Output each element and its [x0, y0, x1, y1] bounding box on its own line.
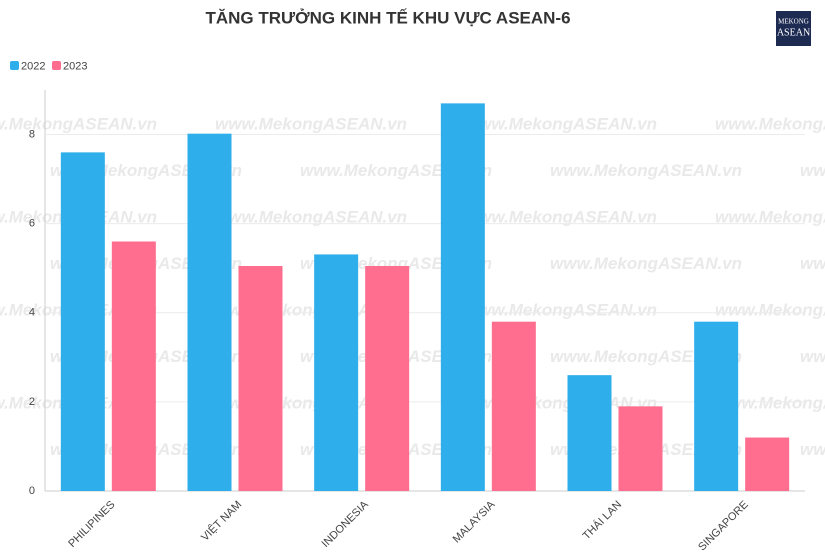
watermark: www.MekongASEAN.vn	[550, 161, 742, 180]
watermark: www.MekongASEAN.vn	[465, 207, 657, 226]
watermark: www.MekongASEAN.vn	[715, 393, 825, 412]
logo-box	[776, 11, 811, 46]
watermark: www.MekongASEAN.vn	[465, 114, 657, 133]
x-tick-label: INDONESIA	[320, 498, 372, 550]
y-tick-label: 0	[29, 485, 35, 497]
bar	[238, 265, 283, 491]
x-tick-label: SINGAPORE	[696, 499, 751, 554]
watermark: www.MekongASEAN.vn	[215, 114, 407, 133]
watermark: www.MekongASEAN.vn	[465, 300, 657, 319]
watermark: www.MekongASEAN.vn	[715, 300, 825, 319]
legend-swatch	[52, 61, 61, 70]
watermark: www.MekongASEAN.vn	[800, 161, 825, 180]
watermark: www.MekongASEAN.vn	[800, 347, 825, 366]
watermark: www.MekongASEAN.vn	[715, 114, 825, 133]
bar	[187, 133, 232, 492]
watermark: www.MekongASEAN.vn	[800, 440, 825, 459]
watermark: www.MekongASEAN.vn	[800, 254, 825, 273]
bar	[60, 152, 105, 491]
x-tick-label: PHILIPINES	[66, 499, 117, 550]
bar	[745, 437, 790, 491]
watermark: www.MekongASEAN.vn	[550, 347, 742, 366]
logo-line: ASEAN	[777, 27, 810, 38]
bar	[694, 321, 739, 491]
bar	[618, 406, 663, 491]
y-tick-label: 4	[29, 307, 35, 319]
watermark: www.MekongASEAN.vn	[215, 207, 407, 226]
x-tick-label: VIỆT NAM	[198, 498, 244, 544]
bar	[111, 241, 156, 491]
x-tick-label: MALAYSIA	[451, 498, 498, 545]
legend-label: 2023	[63, 60, 87, 72]
bar	[567, 375, 612, 491]
legend-label: 2022	[21, 60, 45, 72]
bar	[440, 103, 485, 491]
watermark: www.MekongASEAN.vn	[0, 114, 157, 133]
bar	[314, 254, 359, 491]
watermark: www.MekongASEAN.vn	[550, 254, 742, 273]
y-tick-label: 8	[29, 128, 35, 140]
chart-title: TĂNG TRƯỞNG KINH TẾ KHU VỰC ASEAN-6	[205, 8, 570, 27]
legend-swatch	[10, 61, 19, 70]
y-tick-label: 6	[29, 218, 35, 230]
bar	[365, 265, 410, 491]
bar	[491, 321, 536, 491]
watermark: www.MekongASEAN.vn	[715, 207, 825, 226]
x-tick-label: THÁI LAN	[580, 498, 624, 542]
logo-line: MEKONG	[778, 18, 809, 26]
y-tick-label: 2	[29, 396, 35, 408]
